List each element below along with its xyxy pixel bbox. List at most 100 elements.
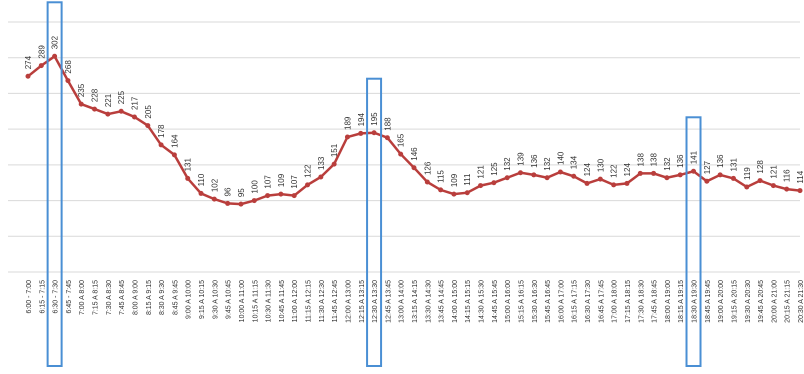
data-label: 134 [570, 155, 579, 169]
x-tick-label: 6:45 - 7:45 [66, 280, 73, 314]
x-tick-label: 14:45 A 15:45 [492, 280, 499, 323]
data-label: 133 [317, 156, 326, 170]
point [291, 193, 297, 199]
data-label: 136 [530, 154, 539, 168]
point [517, 170, 523, 176]
data-label: 110 [197, 173, 206, 186]
x-tick-label: 9:00 A 10:00 [186, 280, 193, 319]
point [611, 182, 617, 188]
data-label: 109 [277, 173, 286, 187]
x-tick-label: 18:45 A 19:45 [705, 280, 712, 323]
x-tick-label: 11:00 A 12:00 [292, 280, 299, 322]
point [664, 175, 670, 181]
data-label: 122 [610, 164, 619, 178]
x-tick-label: 11:15 A 12:15 [306, 280, 313, 322]
point [717, 172, 723, 178]
data-label: 102 [210, 178, 219, 192]
data-label: 121 [769, 165, 778, 179]
data-label: 136 [716, 154, 725, 168]
x-tick-label: 14:00 A 15:00 [452, 280, 459, 323]
x-tick-label: 15:45 A 16:45 [545, 280, 552, 323]
data-label: 121 [477, 165, 486, 179]
x-tick-label: 13:30 A 14:30 [425, 280, 432, 323]
data-label: 115 [437, 170, 446, 183]
point [651, 170, 657, 176]
x-tick-label: 7:30 A 8:30 [106, 280, 113, 315]
point [145, 123, 151, 129]
data-label: 217 [130, 96, 139, 110]
data-label: 136 [676, 154, 685, 168]
highlight-box [46, 1, 63, 368]
point [344, 134, 350, 140]
x-tick-label: 10:30 A 11:30 [266, 280, 273, 322]
x-tick-label: 17:45 A 18:45 [652, 280, 659, 323]
point [305, 182, 311, 188]
data-label: 128 [756, 160, 765, 174]
highlight-box [685, 116, 702, 367]
x-tick-label: 19:15 A 20:15 [731, 280, 738, 323]
data-label: 100 [250, 180, 259, 194]
point [704, 178, 710, 184]
point [438, 187, 444, 193]
point [78, 101, 84, 107]
highlight-box [366, 77, 383, 367]
x-tick-label: 14:30 A 15:30 [479, 280, 486, 323]
point [371, 130, 377, 136]
data-label: 139 [516, 152, 525, 166]
point [52, 53, 58, 59]
data-label: 107 [290, 175, 299, 189]
point [158, 142, 164, 148]
x-tick-label: 19:00 A 20:00 [718, 280, 725, 323]
point [544, 175, 550, 181]
point [38, 63, 44, 69]
x-tick-label: 18:15 A 19:15 [678, 280, 685, 323]
data-label: 140 [556, 151, 565, 165]
x-tick-label: 15:00 A 16:00 [505, 280, 512, 323]
point [451, 191, 457, 197]
point [491, 180, 497, 186]
data-label: 124 [583, 163, 592, 177]
x-tick-label: 8:00 A 9:00 [132, 280, 139, 315]
data-label: 151 [330, 143, 339, 157]
x-tick-label: 16:30 A 17:30 [585, 280, 592, 323]
point [677, 172, 683, 178]
point [358, 130, 364, 136]
data-label: 131 [184, 158, 193, 172]
point [464, 190, 470, 196]
series-line [27, 54, 801, 206]
point [504, 175, 510, 181]
point [105, 111, 111, 117]
point [65, 78, 71, 84]
data-label: 178 [157, 124, 166, 138]
point [411, 165, 417, 171]
x-tick-label: 16:45 A 17:45 [598, 280, 605, 323]
point [318, 174, 324, 180]
x-tick-label: 10:15 A 11:15 [252, 280, 259, 322]
data-label: 188 [383, 117, 392, 131]
point [770, 183, 776, 189]
data-label: 95 [237, 188, 246, 197]
x-tick-label: 12:00 A 13:00 [345, 280, 352, 323]
point [92, 106, 98, 112]
point [278, 191, 284, 197]
data-label: 127 [703, 160, 712, 174]
point [171, 152, 177, 158]
x-tick-label: 7:15 A 8:15 [93, 280, 100, 315]
x-tick-label: 9:15 A 10:15 [199, 280, 206, 319]
point [384, 135, 390, 141]
x-tick-label: 12:30 A 13:30 [372, 280, 379, 323]
x-tick-label: 20:00 A 21:00 [771, 280, 778, 323]
x-tick-label: 17:15 A 18:15 [625, 280, 632, 323]
data-label: 122 [304, 164, 313, 178]
x-tick-label: 8:15 A 9:15 [146, 280, 153, 315]
data-label: 146 [410, 147, 419, 161]
point [238, 201, 244, 207]
x-tick-label: 7:45 A 8:45 [119, 280, 126, 315]
data-label: 274 [24, 55, 33, 69]
point [131, 114, 137, 120]
point [118, 108, 124, 114]
point [225, 200, 231, 206]
point [691, 168, 697, 174]
x-tick-label: 11:30 A 12:30 [319, 280, 326, 322]
